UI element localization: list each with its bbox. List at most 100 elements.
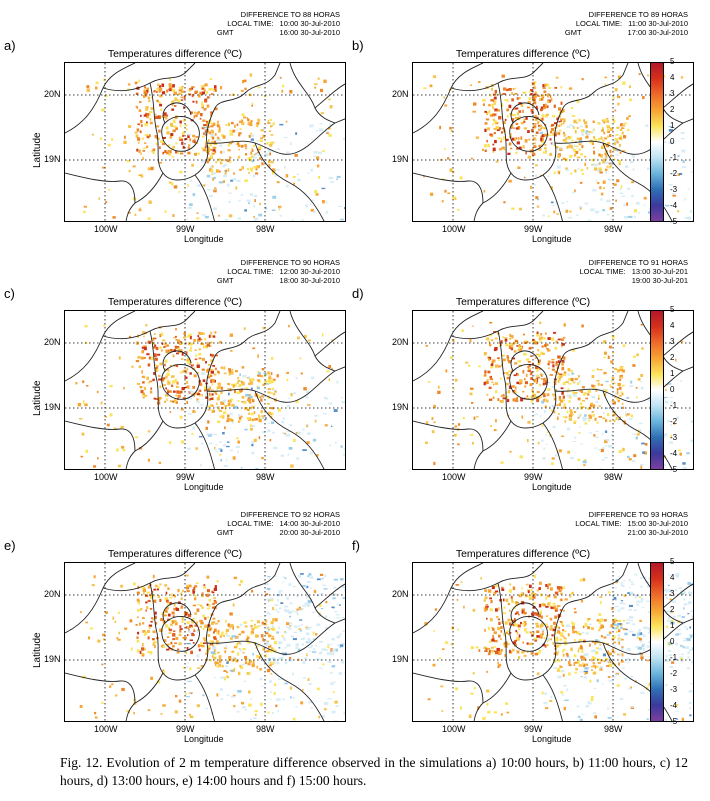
colorbar-tick: 0: [670, 137, 675, 146]
ytick-19n: 19N: [392, 402, 409, 412]
ytick-19n: 19N: [44, 154, 61, 164]
local-time-value: 13:00 30-Jul-201: [631, 267, 688, 276]
panel-title: Temperatures difference (ºC): [107, 296, 243, 308]
gmt-value: 16:00 30-Jul-2010: [279, 28, 340, 37]
ytick-20n: 20N: [392, 589, 409, 599]
ytick-20n: 20N: [44, 337, 61, 347]
colorbar-tick: 4: [670, 321, 675, 330]
colorbar-tick: 5: [670, 305, 675, 314]
colorbar-tick: 2: [670, 605, 675, 614]
gmt-value: 20:00 30-Jul-2010: [279, 528, 340, 537]
colorbar-tick: 5: [670, 557, 675, 566]
colorbar-tick: -5: [670, 465, 678, 474]
colorbar-tick: 1: [670, 121, 675, 130]
local-time-label: LOCAL TIME:: [227, 267, 274, 276]
difference-label: DIFFERENCE TO 91 HORAS: [588, 258, 688, 267]
xtick-99w: 99W: [524, 724, 543, 734]
difference-label: DIFFERENCE TO 93 HORAS: [588, 510, 688, 519]
colorbar-tick: 1: [670, 369, 675, 378]
xtick-99w: 99W: [524, 224, 543, 234]
colorbar-tick: -3: [670, 433, 678, 442]
x-axis-label: Longitude: [532, 482, 572, 492]
x-axis-label: Longitude: [532, 234, 572, 244]
colorbar-tick: 3: [670, 337, 675, 346]
xtick-98w: 98W: [604, 724, 623, 734]
map-panel-c: DIFFERENCE TO 90 HORAS LOCAL TIME: 12:00 3…: [0, 258, 350, 508]
temperature-map: [64, 62, 346, 222]
ytick-20n: 20N: [44, 589, 61, 599]
colorbar-tick: -3: [670, 685, 678, 694]
difference-label: DIFFERENCE TO 90 HORAS: [240, 258, 340, 267]
difference-label: DIFFERENCE TO 92 HORAS: [240, 510, 340, 519]
xtick-98w: 98W: [604, 472, 623, 482]
gmt-label: GMT: [216, 528, 234, 537]
temperature-map: [412, 62, 694, 222]
xtick-98w: 98W: [256, 724, 275, 734]
local-time-value: 10:00 30-Jul-2010: [279, 19, 340, 28]
local-time-label: LOCAL TIME:: [579, 267, 626, 276]
ytick-20n: 20N: [392, 89, 409, 99]
ytick-19n: 19N: [44, 654, 61, 664]
colorbar-tick: -2: [670, 169, 678, 178]
panel-header: DIFFERENCE TO 91 HORAS LOCAL TIME: 13:00 3…: [579, 258, 688, 285]
panel-letter: a): [4, 38, 16, 53]
temperature-map: [64, 562, 346, 722]
panel-letter: d): [352, 286, 364, 301]
colorbar-tick: 5: [670, 57, 675, 66]
colorbar-tick: 3: [670, 89, 675, 98]
xtick-99w: 99W: [524, 472, 543, 482]
map-panel-b: DIFFERENCE TO 89 HORAS LOCAL TIME: 11:00 3…: [348, 10, 698, 260]
x-axis-label: Longitude: [532, 734, 572, 744]
xtick-99w: 99W: [176, 724, 195, 734]
panel-header: DIFFERENCE TO 93 HORAS LOCAL TIME: 15:00 3…: [575, 510, 688, 537]
colorbar-tick: -5: [670, 217, 678, 226]
x-axis-label: Longitude: [184, 734, 224, 744]
xtick-100w: 100W: [94, 224, 118, 234]
map-panel-e: DIFFERENCE TO 92 HORAS LOCAL TIME: 14:00 3…: [0, 510, 350, 760]
local-time-label: LOCAL TIME:: [575, 519, 622, 528]
ytick-20n: 20N: [44, 89, 61, 99]
map-panel-d: DIFFERENCE TO 91 HORAS LOCAL TIME: 13:00 3…: [348, 258, 698, 508]
colorbar-tick: -3: [670, 185, 678, 194]
colorbar-tick: 2: [670, 105, 675, 114]
colorbar: [650, 310, 664, 470]
gmt-label: GMT: [216, 28, 234, 37]
panel-title: Temperatures difference (ºC): [107, 48, 243, 60]
xtick-100w: 100W: [94, 724, 118, 734]
colorbar-tick: 4: [670, 573, 675, 582]
panel-title: Temperatures difference (ºC): [455, 548, 591, 560]
colorbar-tick: 3: [670, 589, 675, 598]
local-time-value: 14:00 30-Jul-2010: [279, 519, 340, 528]
colorbar: [650, 62, 664, 222]
panel-title: Temperatures difference (ºC): [455, 48, 591, 60]
ytick-19n: 19N: [392, 654, 409, 664]
local-time-label: LOCAL TIME:: [575, 19, 623, 28]
ytick-20n: 20N: [392, 337, 409, 347]
colorbar-tick: 0: [670, 637, 675, 646]
colorbar-tick: 4: [670, 73, 675, 82]
colorbar-tick: -4: [670, 449, 678, 458]
colorbar-tick: -4: [670, 201, 678, 210]
figure-caption: Fig. 12. Evolution of 2 m temperature di…: [60, 755, 688, 788]
panel-header: DIFFERENCE TO 88 HORAS LOCAL TIME: 10:00 3…: [217, 10, 340, 37]
colorbar-tick: 0: [670, 385, 675, 394]
temperature-map: [412, 562, 694, 722]
colorbar-tick: -2: [670, 417, 678, 426]
colorbar-tick: 2: [670, 353, 675, 362]
y-axis-label: Latitude: [32, 380, 43, 416]
xtick-98w: 98W: [256, 224, 275, 234]
gmt-label: GMT: [564, 28, 582, 37]
colorbar-tick: -5: [670, 717, 678, 726]
x-axis-label: Longitude: [184, 482, 224, 492]
gmt-value: 21:00 30-Jul-2010: [627, 528, 688, 537]
colorbar-tick: 1: [670, 621, 675, 630]
colorbar-tick: -1: [670, 401, 678, 410]
colorbar-tick: -4: [670, 701, 678, 710]
xtick-100w: 100W: [442, 224, 466, 234]
xtick-100w: 100W: [94, 472, 118, 482]
panel-letter: b): [352, 38, 364, 53]
y-axis-label: Latitude: [32, 132, 43, 168]
panel-title: Temperatures difference (ºC): [107, 548, 243, 560]
ytick-19n: 19N: [392, 154, 409, 164]
panel-header: DIFFERENCE TO 90 HORAS LOCAL TIME: 12:00 3…: [217, 258, 340, 285]
